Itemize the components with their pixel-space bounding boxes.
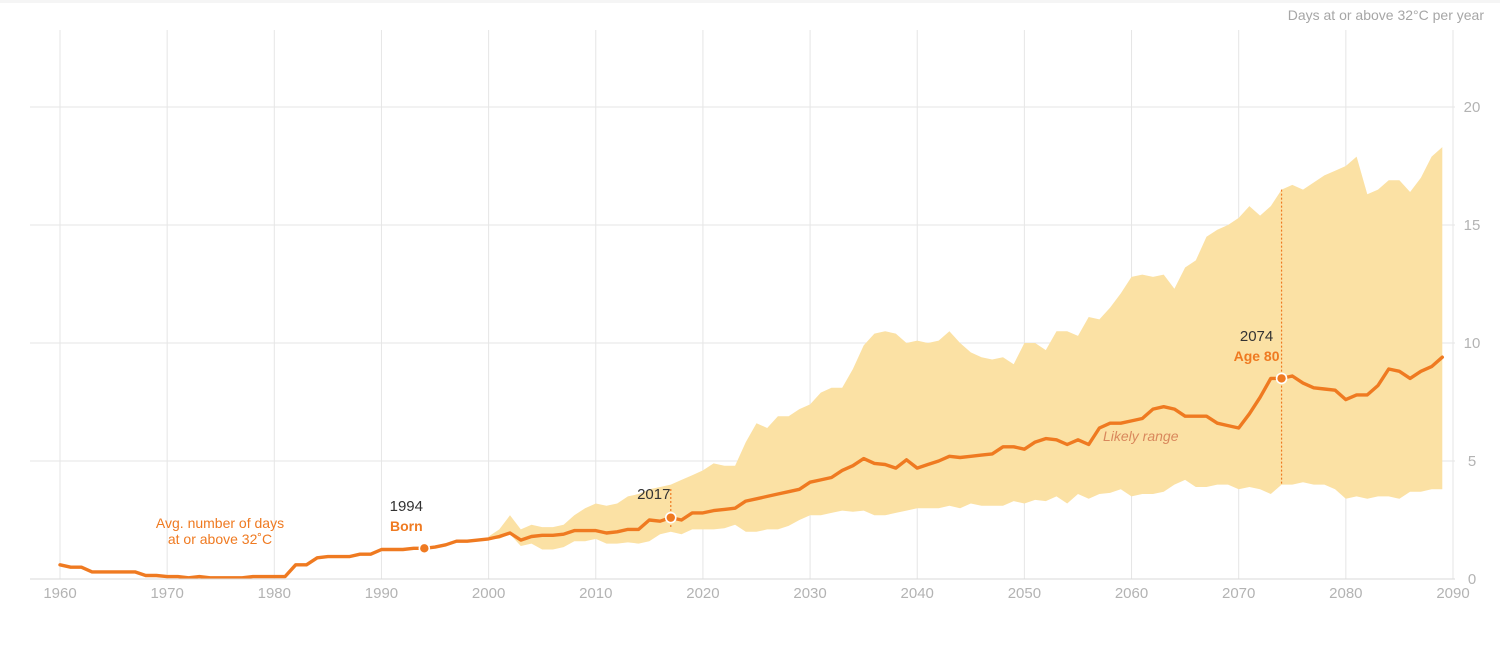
y-tick-label-20: 20 <box>1464 99 1481 116</box>
x-tick-label-2070: 2070 <box>1222 585 1255 602</box>
x-tick-label-2040: 2040 <box>901 585 934 602</box>
annotation-year-2017: 2017 <box>637 486 670 503</box>
x-tick-label-2090: 2090 <box>1436 585 1469 602</box>
annotation-year-1994: 1994 <box>390 498 423 515</box>
x-tick-label-2030: 2030 <box>793 585 826 602</box>
likely-range-label: Likely range <box>1103 428 1179 444</box>
y-tick-label-0: 0 <box>1468 571 1476 588</box>
x-tick-label-2010: 2010 <box>579 585 612 602</box>
y-tick-label-15: 15 <box>1464 217 1481 234</box>
band-layer <box>488 147 1443 550</box>
x-tick-label-2050: 2050 <box>1008 585 1041 602</box>
x-tick-label-2020: 2020 <box>686 585 719 602</box>
annotation-label-age-80: Age 80 <box>1234 348 1280 364</box>
axis-layer: 1960 1970 1980 1990 2000 2010 2020 2030 2040 2050… <box>30 99 1480 602</box>
y-unit-label: Days at or above 32°C per year <box>1288 7 1485 23</box>
avg-series-label-line-2: at or above 32˚C <box>168 531 272 547</box>
x-tick-label-1990: 1990 <box>365 585 398 602</box>
line-layer <box>58 355 1444 580</box>
annotation-label-born: Born <box>390 518 423 534</box>
x-tick-label-2000: 2000 <box>472 585 505 602</box>
y-tick-label-5: 5 <box>1468 453 1476 470</box>
avg-days-line <box>58 355 1444 580</box>
marker-1994 <box>418 542 431 555</box>
marker-2017 <box>664 511 677 524</box>
marker-2074 <box>1275 372 1288 385</box>
x-tick-label-1980: 1980 <box>258 585 291 602</box>
y-tick-label-10: 10 <box>1464 335 1481 352</box>
x-tick-label-2080: 2080 <box>1329 585 1362 602</box>
top-strip <box>0 0 1500 3</box>
x-tick-label-1960: 1960 <box>43 585 76 602</box>
likely-range-band <box>488 147 1443 550</box>
x-tick-label-1970: 1970 <box>150 585 183 602</box>
x-tick-label-2060: 2060 <box>1115 585 1148 602</box>
annotation-year-2074: 2074 <box>1240 328 1273 345</box>
avg-series-label-line-1: Avg. number of days <box>156 515 284 531</box>
